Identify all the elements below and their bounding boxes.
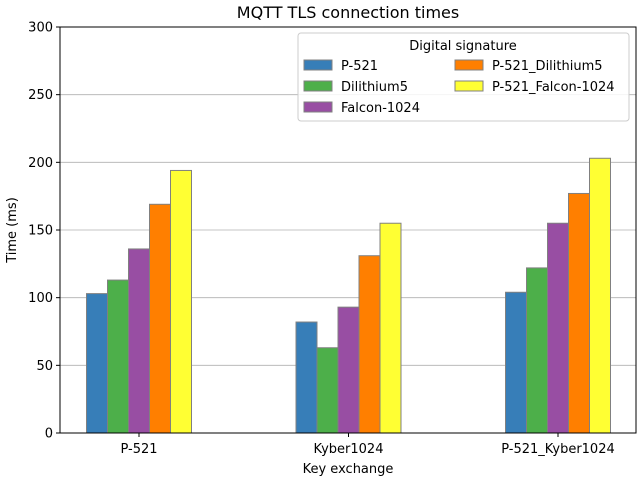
bar [86, 293, 108, 434]
bar [337, 306, 360, 434]
x-axis-label: Key exchange [303, 462, 394, 477]
bars [86, 157, 611, 434]
y-tick-label: 0 [45, 427, 53, 442]
bar [316, 347, 339, 434]
bar [107, 279, 129, 434]
legend-label: Dilithium5 [341, 80, 408, 95]
x-axis: P-521 Kyber1024 P-521_Kyber1024 [120, 433, 615, 457]
x-tick-label: P-521_Kyber1024 [501, 442, 615, 457]
y-tick-label: 100 [28, 291, 53, 306]
legend-swatch [303, 59, 333, 71]
y-tick-label: 50 [36, 359, 53, 374]
x-tick-label: Kyber1024 [314, 442, 384, 457]
y-tick-label: 250 [28, 88, 53, 103]
legend-label: P-521 [341, 59, 378, 74]
y-axis-label: Time (ms) [5, 197, 20, 264]
bar [379, 222, 402, 434]
y-tick-label: 300 [28, 21, 53, 36]
x-tick-label: P-521 [120, 442, 157, 457]
bar [358, 255, 381, 434]
legend-title: Digital signature [409, 39, 517, 54]
legend-label: P-521_Falcon-1024 [492, 80, 615, 95]
bar [505, 291, 527, 434]
legend-swatch [454, 80, 484, 92]
legend-box [297, 32, 630, 122]
legend-swatch [303, 80, 333, 92]
bar [149, 203, 171, 434]
chart-title: MQTT TLS connection times [237, 3, 459, 22]
legend-label: Falcon-1024 [341, 101, 420, 116]
legend-swatch [303, 101, 333, 113]
y-axis: 0 50 100 150 200 250 300 [28, 21, 60, 442]
bar [128, 248, 150, 434]
y-tick-label: 150 [28, 224, 53, 239]
legend: Digital signature P-521 Dilithium5 Falcon-… [297, 32, 630, 122]
y-tick-label: 200 [28, 156, 53, 171]
bar [526, 267, 548, 434]
bar [295, 321, 318, 434]
bar [589, 157, 611, 434]
legend-label: P-521_Dilithium5 [492, 59, 603, 74]
bar [547, 222, 569, 434]
legend-swatch [454, 59, 484, 71]
bar [568, 192, 590, 434]
bar [170, 169, 192, 434]
